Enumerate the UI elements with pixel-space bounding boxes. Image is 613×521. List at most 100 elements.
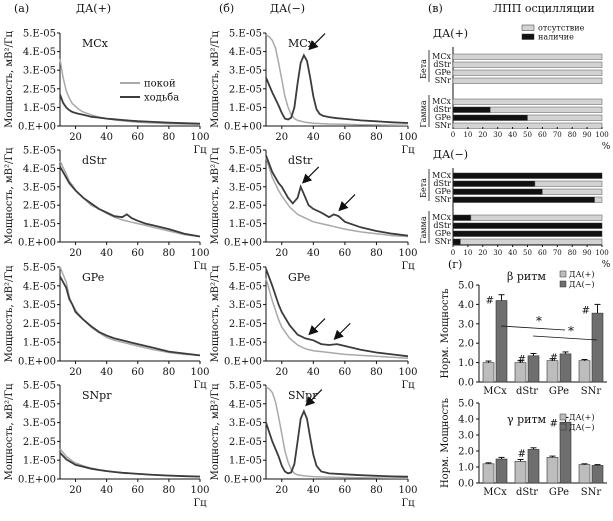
bar-da-minus bbox=[527, 355, 540, 383]
x-tick-label: 80 bbox=[163, 367, 176, 378]
x-tick-label: 100 bbox=[398, 132, 417, 143]
y-tick-label: 2.E-05 bbox=[229, 84, 262, 95]
x-tick-label: 40 bbox=[100, 132, 113, 143]
legend-label: ДА(−) bbox=[569, 423, 595, 432]
bar-chart-g-gamma: 0.0 1.0 2.0 3.0 4.0 5.0 Норм. Мощность γ ритм MC… bbox=[440, 397, 607, 498]
x-tick-label: 60 bbox=[131, 132, 144, 143]
x-tick-label: 80 bbox=[370, 132, 383, 143]
y-tick-label: 3.E-05 bbox=[229, 418, 262, 429]
y-tick-label: 4.E-05 bbox=[229, 281, 262, 292]
legend-swatch bbox=[559, 280, 567, 288]
hbar-category-label: MCx bbox=[432, 213, 451, 222]
bar-title: γ ритм bbox=[507, 413, 547, 426]
legend-swatch bbox=[559, 423, 567, 431]
x-tick-label: 20 bbox=[275, 132, 288, 143]
x-category-label: MCx bbox=[483, 487, 507, 498]
bar-da-minus bbox=[559, 353, 572, 383]
panel-a-letter: (а) bbox=[14, 2, 29, 15]
y-axis-label: Мощность, мВ²/Гц bbox=[210, 31, 221, 128]
y-tick-label: 1.E-05 bbox=[23, 456, 56, 467]
y-tick-label: 1.E-05 bbox=[229, 219, 262, 230]
line-chart-b-snpr: 0.E+00 1.E-05 2.E-05 3.E-05 4.E-05 5.E-05 20 40… bbox=[210, 381, 418, 510]
hbar-present bbox=[452, 214, 472, 221]
hbar-absent bbox=[470, 214, 603, 221]
x-axis-label: Гц bbox=[401, 261, 415, 272]
hbar-category-label: SNr bbox=[435, 121, 451, 130]
hbar-x-tick-label: 80 bbox=[568, 131, 577, 139]
x-tick-label: 100 bbox=[190, 367, 209, 378]
bar-title: β ритм bbox=[507, 270, 546, 283]
x-tick-label: 100 bbox=[190, 248, 209, 259]
x-tick-label: 100 bbox=[190, 132, 209, 143]
x-tick-label: 40 bbox=[307, 485, 320, 496]
region-title: dStr bbox=[288, 154, 313, 167]
line-chart-a-dstr: 0.E+00 1.E-05 2.E-05 3.E-05 4.E-05 5.E-05 20 40… bbox=[4, 146, 210, 273]
region-title: SNpr bbox=[82, 389, 112, 402]
bar-chart-g-beta: 0.0 1.0 2.0 3.0 4.0 5.0 Норм. Мощность β ритм MC… bbox=[440, 270, 607, 397]
x-tick-label: 60 bbox=[131, 367, 144, 378]
hbar-x-tick-label: 20 bbox=[478, 131, 487, 139]
hbar-title: ДА(+) bbox=[433, 27, 468, 40]
y-tick-label: 2.E-05 bbox=[23, 319, 56, 330]
hbar-category-label: SNr bbox=[435, 237, 451, 246]
x-tick-label: 100 bbox=[398, 367, 417, 378]
y-axis-label: Мощность, мВ²/Гц bbox=[4, 265, 15, 362]
significance-star: * bbox=[536, 314, 542, 328]
x-tick-label: 100 bbox=[398, 248, 417, 259]
hbar-present bbox=[452, 114, 528, 121]
hbar-category-label: MCx bbox=[432, 97, 451, 106]
series-line-walk bbox=[59, 275, 201, 357]
x-tick-label: 60 bbox=[339, 367, 352, 378]
x-tick-label: 40 bbox=[307, 132, 320, 143]
hbar-category-label: dStr bbox=[433, 179, 451, 188]
hbar-present bbox=[452, 238, 461, 245]
hbar-category-label: MCx bbox=[432, 52, 451, 61]
y-tick-label: 4.E-05 bbox=[23, 47, 56, 58]
x-tick-label: 20 bbox=[69, 132, 82, 143]
hbar-present bbox=[452, 180, 536, 187]
hbar-x-tick-label: 0 bbox=[451, 131, 455, 139]
hbar-x-tick-label: 30 bbox=[493, 131, 502, 139]
hbar-present bbox=[452, 172, 603, 179]
legend-swatch bbox=[559, 270, 567, 278]
y-axis-label: Мощность, мВ²/Гц bbox=[210, 383, 221, 480]
line-chart-a-mcx: 0.E+00 1.E-05 2.E-05 3.E-05 4.E-05 5.E-05 20 40… bbox=[4, 29, 210, 157]
x-tick-label: 20 bbox=[69, 485, 82, 496]
series-line-walk bbox=[265, 408, 409, 478]
x-tick-label: 40 bbox=[307, 367, 320, 378]
y-tick-label: 2.E-05 bbox=[23, 437, 56, 448]
group-label: Гамма bbox=[419, 100, 428, 128]
hash-mark: # bbox=[582, 305, 590, 316]
x-tick-label: 100 bbox=[398, 485, 417, 496]
y-tick-label: 5.E-05 bbox=[229, 381, 262, 392]
hbar-x-tick-label: 40 bbox=[508, 131, 517, 139]
hbar-x-tick-label: 90 bbox=[583, 249, 592, 257]
hbar-category-label: SNr bbox=[435, 76, 451, 85]
region-title: MCx bbox=[288, 37, 315, 50]
hbar-category-label: GPe bbox=[435, 113, 451, 122]
hbar-x-tick-label: 10 bbox=[463, 249, 472, 257]
x-tick-label: 80 bbox=[370, 248, 383, 259]
bar-da-plus bbox=[514, 362, 527, 383]
x-category-label: MCx bbox=[483, 386, 507, 397]
bar-da-minus bbox=[495, 458, 508, 484]
y-tick-label: 3.E-05 bbox=[23, 300, 56, 311]
y-tick-label: 3.E-05 bbox=[229, 182, 262, 193]
panel-c-letter: (в) bbox=[428, 2, 443, 15]
x-tick-label: 20 bbox=[275, 485, 288, 496]
x-axis-label: Гц bbox=[193, 261, 207, 272]
y-tick-label: 3.E-05 bbox=[23, 66, 56, 77]
y-tick-label: 1.E-05 bbox=[229, 456, 262, 467]
y-axis-label: Мощность, мВ²/Гц bbox=[210, 265, 221, 362]
y-tick-label: 4.0 bbox=[458, 300, 474, 311]
bar-da-plus bbox=[578, 360, 591, 383]
x-tick-label: 80 bbox=[163, 132, 176, 143]
hbar-x-tick-label: 40 bbox=[508, 249, 517, 257]
significance-line bbox=[500, 325, 566, 331]
line-chart-b-dstr: 0.E+00 1.E-05 2.E-05 3.E-05 4.E-05 5.E-05 20 40… bbox=[210, 146, 418, 273]
y-tick-label: 4.E-05 bbox=[229, 47, 262, 58]
hbar-x-tick-label: 30 bbox=[493, 249, 502, 257]
y-tick-label: 0.0 bbox=[458, 378, 474, 389]
